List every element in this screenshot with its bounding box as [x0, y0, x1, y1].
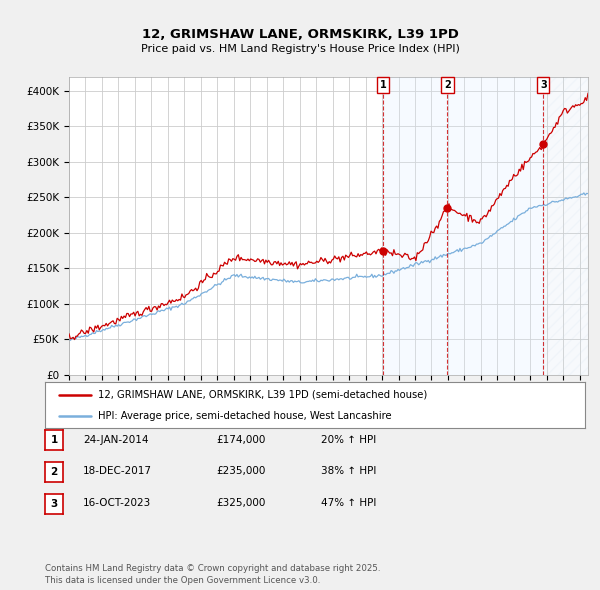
Text: 2: 2 — [444, 80, 451, 90]
Text: £174,000: £174,000 — [216, 435, 265, 444]
Text: 24-JAN-2014: 24-JAN-2014 — [83, 435, 148, 444]
Bar — [544, 77, 588, 375]
Text: £235,000: £235,000 — [216, 467, 265, 476]
Text: 3: 3 — [50, 499, 58, 509]
Text: £325,000: £325,000 — [216, 499, 265, 508]
Bar — [383, 77, 544, 375]
Text: Price paid vs. HM Land Registry's House Price Index (HPI): Price paid vs. HM Land Registry's House … — [140, 44, 460, 54]
Text: 38% ↑ HPI: 38% ↑ HPI — [321, 467, 376, 476]
Text: HPI: Average price, semi-detached house, West Lancashire: HPI: Average price, semi-detached house,… — [98, 411, 392, 421]
Text: 1: 1 — [380, 80, 386, 90]
Text: 2: 2 — [50, 467, 58, 477]
Text: 3: 3 — [540, 80, 547, 90]
Text: Contains HM Land Registry data © Crown copyright and database right 2025.
This d: Contains HM Land Registry data © Crown c… — [45, 565, 380, 585]
Text: 47% ↑ HPI: 47% ↑ HPI — [321, 499, 376, 508]
Text: 12, GRIMSHAW LANE, ORMSKIRK, L39 1PD (semi-detached house): 12, GRIMSHAW LANE, ORMSKIRK, L39 1PD (se… — [98, 389, 427, 399]
Text: 12, GRIMSHAW LANE, ORMSKIRK, L39 1PD: 12, GRIMSHAW LANE, ORMSKIRK, L39 1PD — [142, 28, 458, 41]
Text: 1: 1 — [50, 435, 58, 445]
Text: 18-DEC-2017: 18-DEC-2017 — [83, 467, 152, 476]
Text: 16-OCT-2023: 16-OCT-2023 — [83, 499, 151, 508]
Text: 20% ↑ HPI: 20% ↑ HPI — [321, 435, 376, 444]
